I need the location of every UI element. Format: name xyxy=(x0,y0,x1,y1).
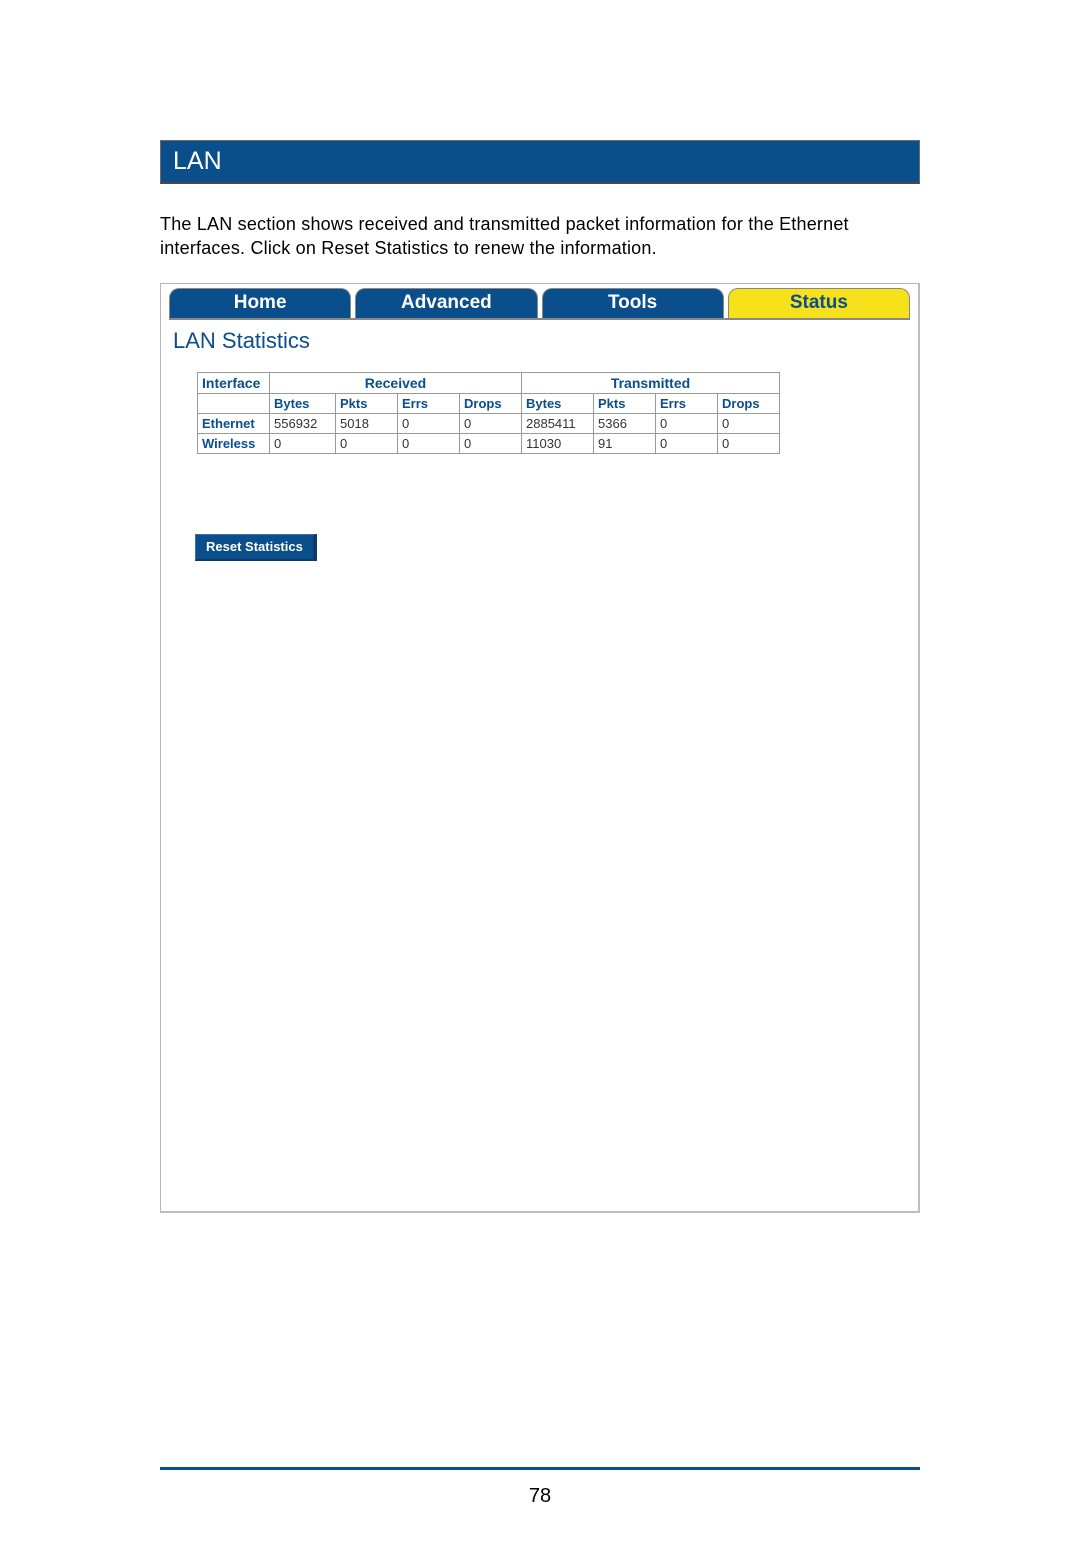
section-header: LAN xyxy=(160,140,920,184)
th-empty xyxy=(198,393,270,413)
tab-tools[interactable]: Tools xyxy=(542,288,724,318)
panel-title: LAN Statistics xyxy=(173,328,906,354)
cell-rx-pkts: 0 xyxy=(336,433,398,453)
cell-interface: Wireless xyxy=(198,433,270,453)
cell-rx-bytes: 0 xyxy=(270,433,336,453)
tab-bar: Home Advanced Tools Status xyxy=(167,288,912,318)
th-tx-errs: Errs xyxy=(656,393,718,413)
cell-rx-errs: 0 xyxy=(398,413,460,433)
table-header-row-sub: Bytes Pkts Errs Drops Bytes Pkts Errs Dr… xyxy=(198,393,780,413)
cell-tx-drops: 0 xyxy=(718,413,780,433)
th-rx-errs: Errs xyxy=(398,393,460,413)
tab-status[interactable]: Status xyxy=(728,288,910,318)
cell-rx-pkts: 5018 xyxy=(336,413,398,433)
th-rx-bytes: Bytes xyxy=(270,393,336,413)
tab-underline xyxy=(169,318,910,320)
section-description: The LAN section shows received and trans… xyxy=(160,212,920,261)
cell-tx-drops: 0 xyxy=(718,433,780,453)
th-rx-pkts: Pkts xyxy=(336,393,398,413)
th-tx-drops: Drops xyxy=(718,393,780,413)
cell-tx-pkts: 91 xyxy=(594,433,656,453)
screenshot-panel: Home Advanced Tools Status LAN Statistic… xyxy=(160,283,920,1213)
cell-rx-bytes: 556932 xyxy=(270,413,336,433)
cell-tx-bytes: 11030 xyxy=(522,433,594,453)
th-received-group: Received xyxy=(270,372,522,393)
table-header-row-groups: Interface Received Transmitted xyxy=(198,372,780,393)
th-tx-pkts: Pkts xyxy=(594,393,656,413)
page-number: 78 xyxy=(0,1485,1080,1508)
cell-tx-pkts: 5366 xyxy=(594,413,656,433)
th-rx-drops: Drops xyxy=(460,393,522,413)
cell-rx-errs: 0 xyxy=(398,433,460,453)
tab-home[interactable]: Home xyxy=(169,288,351,318)
footer-divider xyxy=(160,1467,920,1470)
reset-statistics-button[interactable]: Reset Statistics xyxy=(195,534,317,561)
table-row: Wireless 0 0 0 0 11030 91 0 0 xyxy=(198,433,780,453)
tab-advanced[interactable]: Advanced xyxy=(355,288,537,318)
cell-rx-drops: 0 xyxy=(460,433,522,453)
table-row: Ethernet 556932 5018 0 0 2885411 5366 0 … xyxy=(198,413,780,433)
page-root: LAN The LAN section shows received and t… xyxy=(0,0,1080,1564)
cell-tx-errs: 0 xyxy=(656,413,718,433)
lan-statistics-table: Interface Received Transmitted Bytes Pkt… xyxy=(197,372,780,454)
cell-tx-bytes: 2885411 xyxy=(522,413,594,433)
th-interface: Interface xyxy=(198,372,270,393)
th-transmitted-group: Transmitted xyxy=(522,372,780,393)
cell-tx-errs: 0 xyxy=(656,433,718,453)
cell-rx-drops: 0 xyxy=(460,413,522,433)
cell-interface: Ethernet xyxy=(198,413,270,433)
th-tx-bytes: Bytes xyxy=(522,393,594,413)
